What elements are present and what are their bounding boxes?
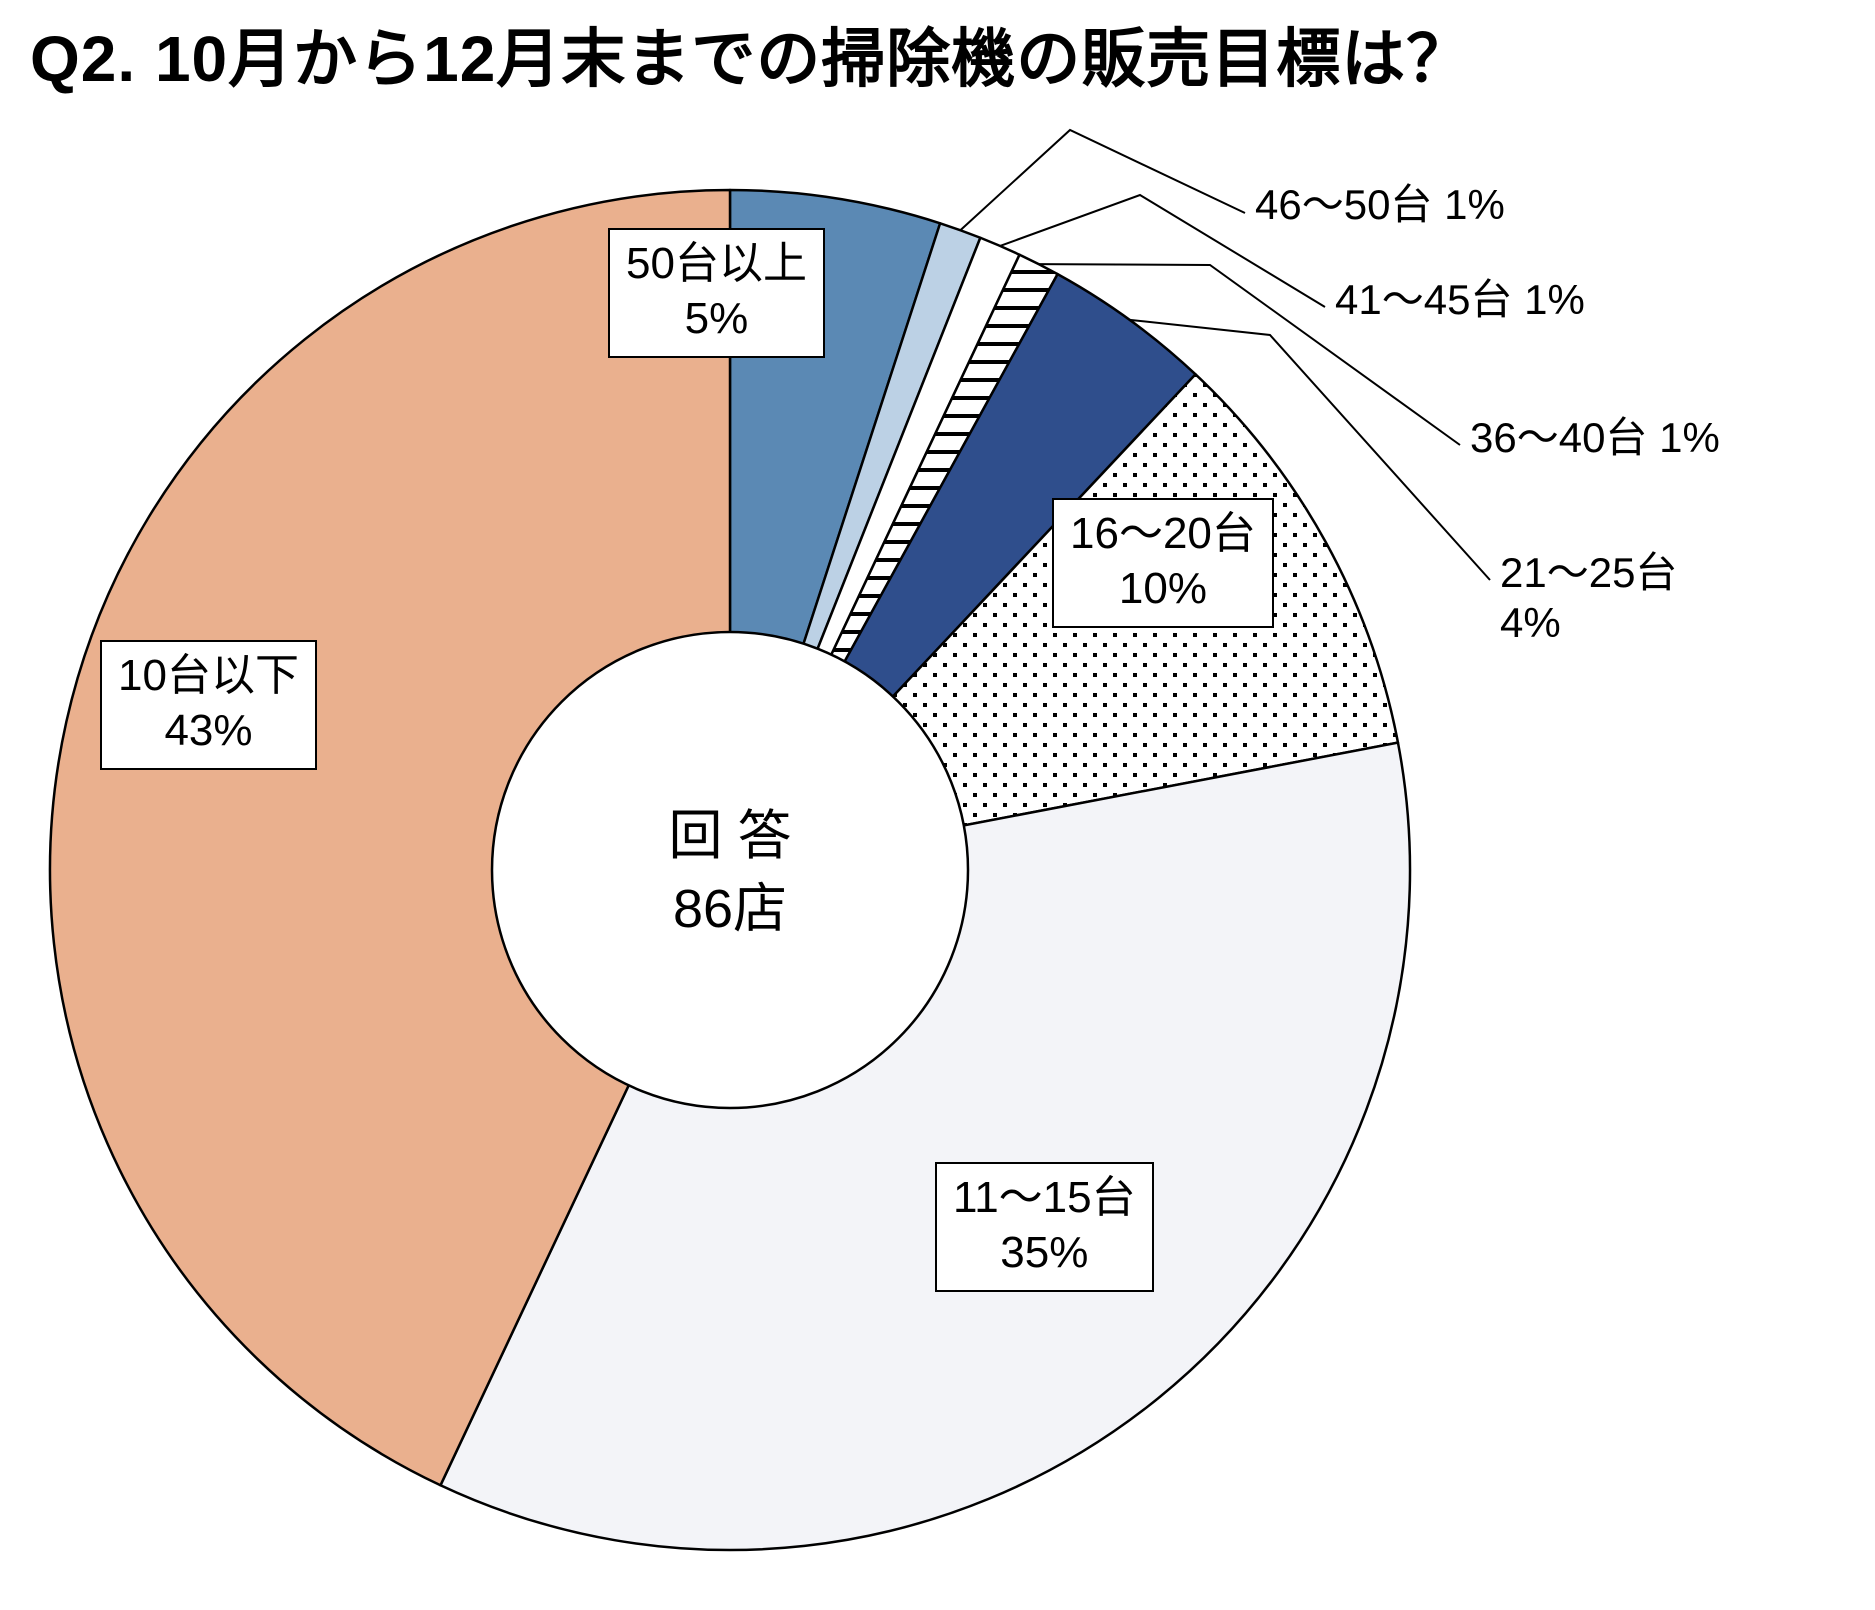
slice-label: 50台以上5% (608, 228, 825, 358)
center-label-line1: 回 答 (668, 806, 791, 866)
slice-label-line1: 10台以下 (118, 648, 299, 703)
slice-label-line2: 43% (118, 703, 299, 758)
leader-label: 41～45台 1% (1335, 275, 1585, 325)
leader-line (960, 130, 1245, 230)
slice-label-line2: 5% (626, 291, 807, 346)
slice-label: 16～20台10% (1052, 498, 1274, 628)
leader-label-line: 21～25台 (1500, 548, 1677, 598)
slice-label: 11～15台35% (935, 1162, 1154, 1292)
center-label: 回 答 86店 (610, 800, 850, 946)
chart-title: Q2. 10月から12月末までの掃除機の販売目標は？ (30, 8, 1471, 100)
leader-label: 46～50台 1% (1255, 180, 1505, 230)
slice-label-line1: 11～15台 (953, 1170, 1136, 1225)
slice-label: 10台以下43% (100, 640, 317, 770)
leader-label-line: 4% (1500, 598, 1677, 648)
slice-label-line2: 10% (1070, 561, 1256, 616)
pie-chart (0, 0, 1875, 1610)
slice-label-line2: 35% (953, 1225, 1136, 1280)
leader-label: 21～25台4% (1500, 548, 1677, 649)
leader-label: 36～40台 1% (1470, 413, 1720, 463)
slice-label-line1: 50台以上 (626, 236, 807, 291)
slice-label-line1: 16～20台 (1070, 506, 1256, 561)
center-label-line2: 86店 (673, 879, 787, 939)
